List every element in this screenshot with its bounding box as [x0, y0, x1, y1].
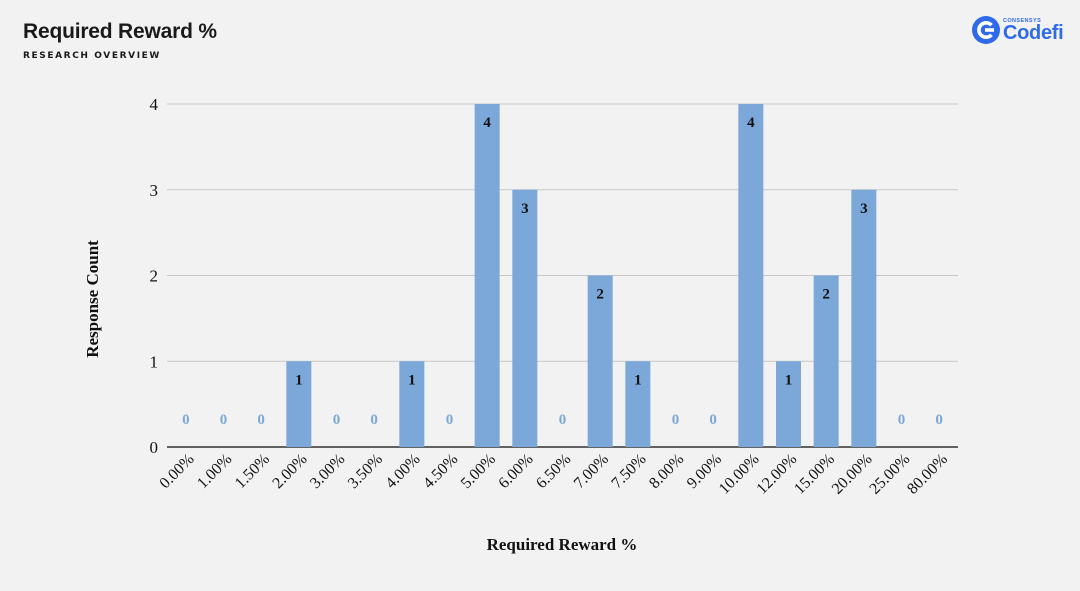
x-tick-label: 7.50%	[608, 451, 649, 492]
logo-small-text: CONSENSYS	[1003, 18, 1042, 24]
data-label: 3	[860, 201, 868, 217]
x-tick-label: 4.50%	[420, 451, 461, 492]
page-title: Required Reward %	[23, 20, 217, 43]
x-tick-label: 3.50%	[345, 451, 386, 492]
bar	[587, 275, 613, 447]
data-label: 3	[521, 201, 529, 217]
data-label: 2	[822, 287, 830, 303]
data-label: 0	[182, 412, 190, 428]
y-tick-labels: 0 1 2 3 4	[150, 95, 159, 457]
bars	[286, 104, 877, 447]
data-label: 1	[634, 372, 642, 388]
y-axis-title: Response Count	[83, 240, 102, 358]
bar	[813, 275, 839, 447]
data-label: 0	[935, 412, 943, 428]
x-tick-label: 1.50%	[232, 451, 273, 492]
value-labels: 0 0 0 1 0 0 1 0 4 3 0 2 1 0 0 4 1 2 3 0 0	[182, 115, 943, 428]
data-label: 4	[483, 115, 491, 131]
x-tick-label: 6.00%	[495, 451, 536, 492]
bar	[512, 189, 538, 447]
data-label: 0	[709, 412, 717, 428]
data-label: 0	[333, 412, 341, 428]
y-tick-label: 2	[150, 267, 159, 286]
y-tick-label: 1	[150, 352, 159, 371]
x-tick-label: 6.50%	[533, 451, 574, 492]
x-tick-label: 20.00%	[829, 451, 876, 498]
x-tick-label: 2.00%	[269, 451, 310, 492]
data-label: 0	[370, 412, 378, 428]
x-tick-label: 7.00%	[571, 451, 612, 492]
data-label: 0	[446, 412, 454, 428]
x-tick-label: 10.00%	[716, 451, 763, 498]
x-tick-label: 0.00%	[156, 451, 197, 492]
data-label: 0	[220, 412, 228, 428]
codefi-logo: CONSENSYS Codefi	[972, 14, 1072, 48]
y-tick-label: 0	[150, 438, 159, 457]
data-label: 1	[295, 372, 303, 388]
x-tick-label: 1.00%	[194, 451, 235, 492]
data-label: 1	[785, 372, 793, 388]
data-label: 0	[672, 412, 680, 428]
page-subtitle: RESEARCH OVERVIEW	[23, 51, 161, 61]
y-tick-label: 4	[150, 95, 159, 114]
x-tick-label: 80.00%	[904, 451, 951, 498]
bar	[474, 104, 500, 447]
data-label: 1	[408, 372, 416, 388]
bar	[776, 361, 801, 447]
data-label: 2	[596, 287, 604, 303]
grid-lines	[167, 103, 958, 448]
codefi-logo-icon	[972, 16, 1000, 44]
bar	[625, 361, 651, 447]
x-tick-label: 25.00%	[866, 451, 913, 498]
y-tick-label: 3	[150, 181, 159, 200]
x-tick-label: 8.00%	[646, 451, 687, 492]
x-tick-label: 15.00%	[791, 451, 838, 498]
bar	[399, 361, 425, 447]
data-label: 0	[898, 412, 906, 428]
bar	[851, 189, 877, 447]
x-tick-labels: 0.00%1.00%1.50%2.00%3.00%3.50%4.00%4.50%…	[156, 451, 951, 498]
logo-name: Codefi	[1003, 22, 1064, 44]
bar	[286, 361, 312, 447]
x-tick-label: 3.00%	[307, 451, 348, 492]
data-label: 4	[747, 115, 755, 131]
bar	[738, 104, 764, 447]
data-label: 0	[559, 412, 567, 428]
x-tick-label: 4.00%	[382, 451, 423, 492]
x-tick-label: 5.00%	[458, 451, 499, 492]
x-tick-label: 12.00%	[753, 451, 800, 498]
x-axis-title: Required Reward %	[487, 535, 638, 554]
data-label: 0	[257, 412, 265, 428]
